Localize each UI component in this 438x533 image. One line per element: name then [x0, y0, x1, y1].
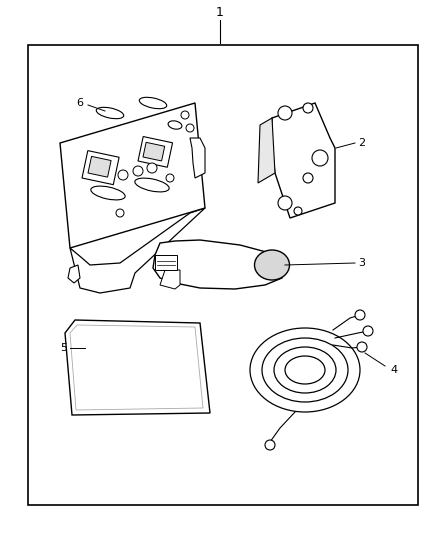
Circle shape [312, 150, 328, 166]
Text: 1: 1 [216, 6, 224, 20]
Polygon shape [153, 240, 285, 289]
Text: 4: 4 [390, 365, 397, 375]
Ellipse shape [96, 107, 124, 119]
Text: 2: 2 [358, 138, 365, 148]
Ellipse shape [250, 328, 360, 412]
Circle shape [166, 174, 174, 182]
Ellipse shape [285, 356, 325, 384]
Circle shape [181, 111, 189, 119]
Circle shape [303, 173, 313, 183]
Polygon shape [68, 265, 80, 283]
Bar [28, 45, 418, 505]
Circle shape [116, 209, 124, 217]
Bar [155, 255, 177, 270]
Text: 6: 6 [77, 98, 84, 108]
Polygon shape [65, 320, 210, 415]
Text: 3: 3 [358, 258, 365, 268]
Ellipse shape [135, 178, 169, 192]
Bar [138, 136, 173, 167]
Ellipse shape [262, 338, 348, 402]
Polygon shape [272, 103, 335, 218]
Circle shape [133, 166, 143, 176]
Polygon shape [258, 118, 275, 183]
Ellipse shape [254, 250, 290, 280]
Bar [143, 142, 165, 161]
Circle shape [147, 163, 157, 173]
Ellipse shape [91, 186, 125, 200]
Bar [88, 156, 111, 177]
Ellipse shape [139, 98, 167, 109]
Circle shape [118, 170, 128, 180]
Polygon shape [160, 270, 180, 289]
Circle shape [294, 207, 302, 215]
Bar [82, 151, 119, 184]
Circle shape [303, 103, 313, 113]
Polygon shape [70, 208, 205, 293]
Polygon shape [190, 138, 205, 178]
Circle shape [186, 124, 194, 132]
Circle shape [355, 310, 365, 320]
Circle shape [278, 106, 292, 120]
Polygon shape [60, 103, 205, 248]
Circle shape [278, 196, 292, 210]
Ellipse shape [168, 121, 182, 129]
Ellipse shape [274, 347, 336, 393]
Circle shape [363, 326, 373, 336]
Text: 5: 5 [60, 343, 67, 353]
Circle shape [357, 342, 367, 352]
Circle shape [265, 440, 275, 450]
